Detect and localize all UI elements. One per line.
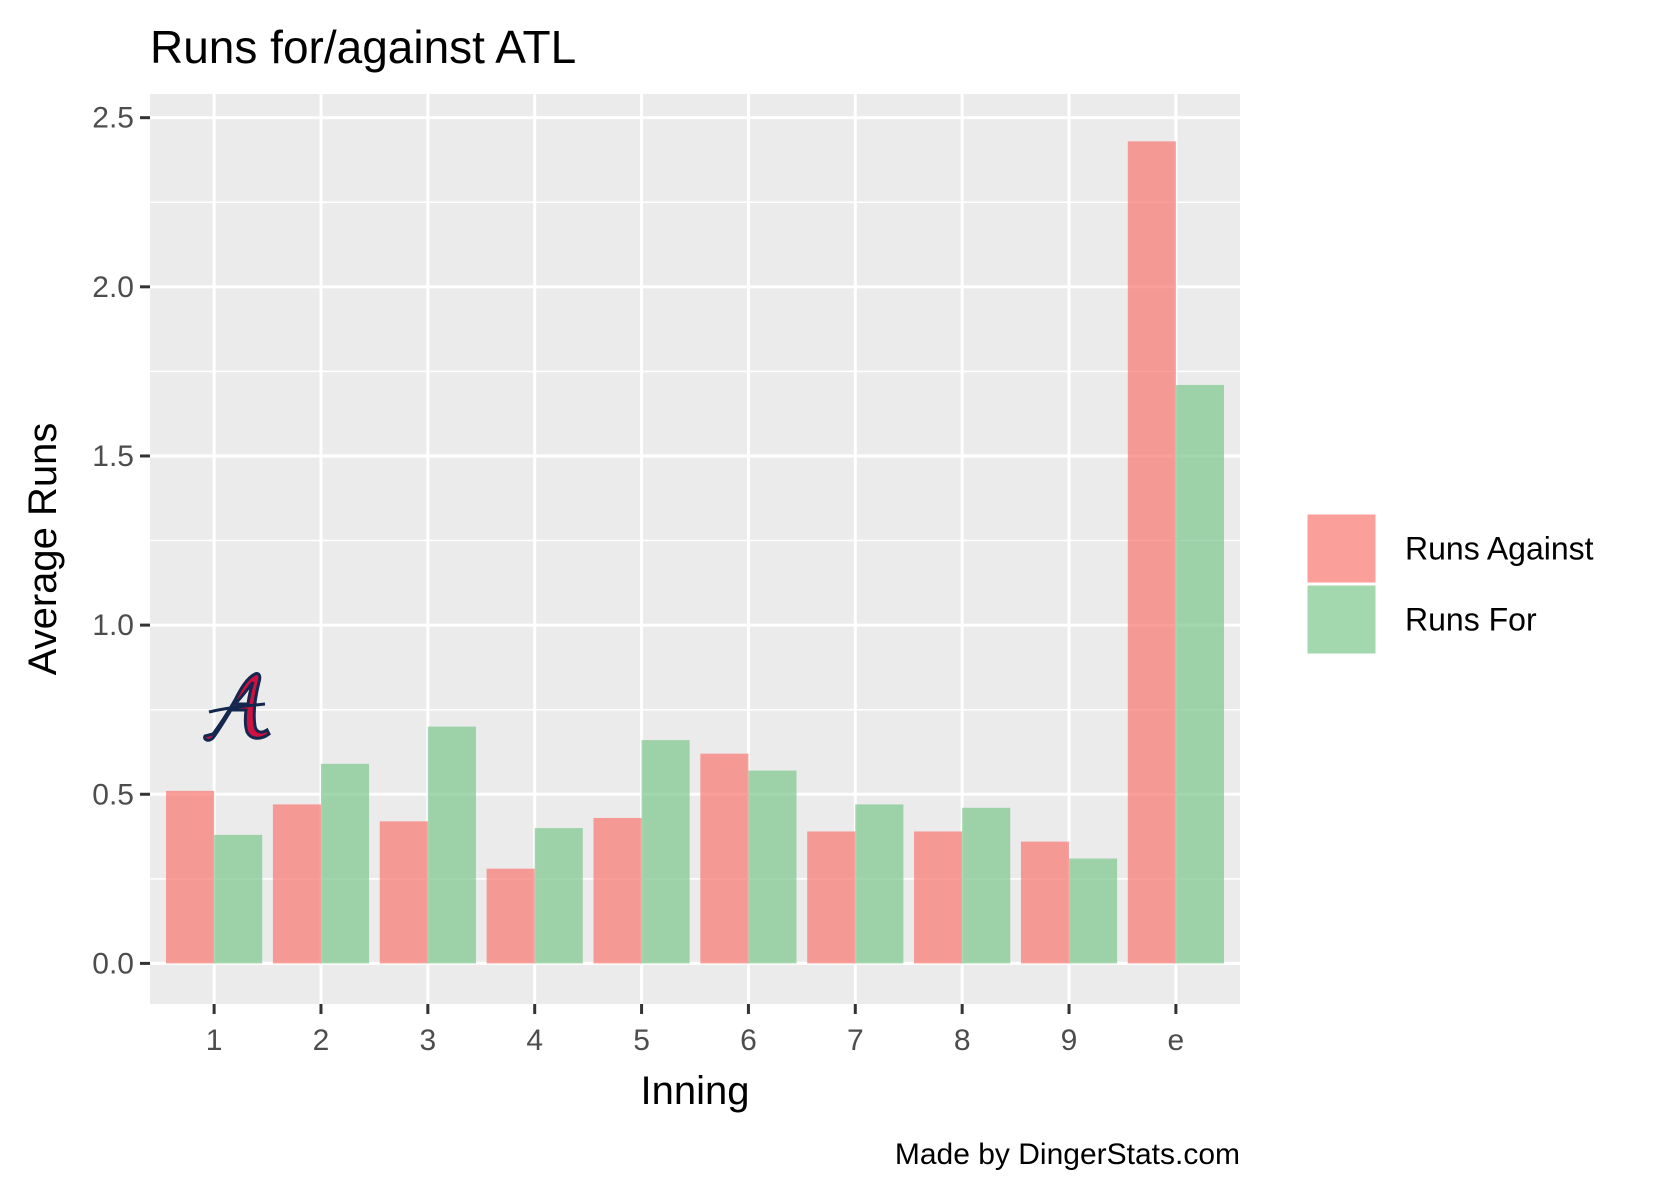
bar-runs-for-6 bbox=[748, 770, 797, 964]
y-tick-label: 2.0 bbox=[92, 271, 134, 304]
bar-runs-against-4 bbox=[486, 868, 535, 964]
y-tick-label: 2.5 bbox=[92, 102, 134, 135]
x-tick-label: 2 bbox=[313, 1024, 330, 1057]
bar-runs-against-9 bbox=[1020, 841, 1070, 964]
bar-runs-for-4 bbox=[534, 828, 583, 964]
x-tick-label: 5 bbox=[633, 1024, 650, 1057]
y-tick-label: 0.5 bbox=[92, 778, 134, 811]
bar-runs-for-8 bbox=[962, 807, 1011, 964]
bar-runs-against-e bbox=[1127, 141, 1176, 964]
legend-key-runs-for bbox=[1304, 582, 1379, 657]
legend-label: Runs For bbox=[1405, 602, 1537, 638]
bar-runs-against-5 bbox=[593, 817, 642, 964]
bar-runs-against-6 bbox=[700, 753, 749, 964]
x-axis-title: Inning bbox=[641, 1069, 750, 1113]
y-axis: 0.0 0.5 1.0 1.5 2.0 2.5 bbox=[92, 102, 150, 980]
x-tick-label: 3 bbox=[419, 1024, 436, 1057]
x-tick-label: 1 bbox=[206, 1024, 223, 1057]
chart-title: Runs for/against ATL bbox=[150, 21, 576, 73]
bar-runs-for-2 bbox=[320, 763, 370, 964]
bar-runs-against-8 bbox=[914, 831, 963, 964]
x-axis: 1 2 3 4 5 6 7 8 9 e bbox=[206, 1004, 1184, 1057]
legend: Runs Against Runs For bbox=[1304, 511, 1594, 657]
bar-runs-for-9 bbox=[1069, 858, 1118, 964]
x-tick-label: 8 bbox=[954, 1024, 971, 1057]
caption: Made by DingerStats.com bbox=[895, 1138, 1240, 1171]
bars bbox=[166, 141, 1224, 964]
team-logo bbox=[203, 672, 271, 742]
legend-label: Runs Against bbox=[1405, 531, 1594, 567]
x-tick-label: 6 bbox=[740, 1024, 757, 1057]
bar-runs-for-7 bbox=[855, 804, 904, 964]
x-tick-label: 7 bbox=[847, 1024, 864, 1057]
bar-runs-against-2 bbox=[272, 804, 321, 964]
x-tick-label: e bbox=[1168, 1024, 1185, 1057]
bar-runs-against-7 bbox=[807, 831, 856, 964]
bar-runs-for-3 bbox=[427, 726, 476, 964]
legend-key-runs-against bbox=[1304, 511, 1379, 586]
y-tick-label: 1.0 bbox=[92, 609, 134, 642]
bar-runs-against-3 bbox=[379, 821, 428, 964]
bar-runs-for-e bbox=[1175, 384, 1224, 964]
bar-runs-against-1 bbox=[166, 790, 215, 964]
y-tick-label: 1.5 bbox=[92, 440, 134, 473]
bar-runs-for-5 bbox=[641, 740, 690, 964]
y-axis-title: Average Runs bbox=[21, 423, 65, 676]
x-tick-label: 9 bbox=[1061, 1024, 1078, 1057]
y-tick-label: 0.0 bbox=[92, 947, 134, 980]
bar-runs-for-1 bbox=[214, 834, 263, 964]
x-tick-label: 4 bbox=[526, 1024, 543, 1057]
